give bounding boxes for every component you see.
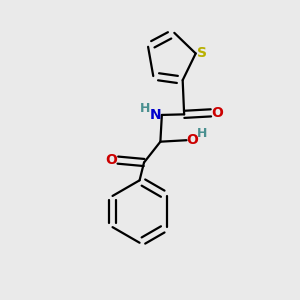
Text: H: H	[140, 102, 151, 115]
Text: O: O	[187, 133, 198, 147]
Text: H: H	[197, 127, 207, 140]
Text: S: S	[196, 46, 207, 61]
Text: N: N	[149, 108, 161, 122]
Text: O: O	[105, 153, 117, 167]
Text: O: O	[212, 106, 224, 120]
